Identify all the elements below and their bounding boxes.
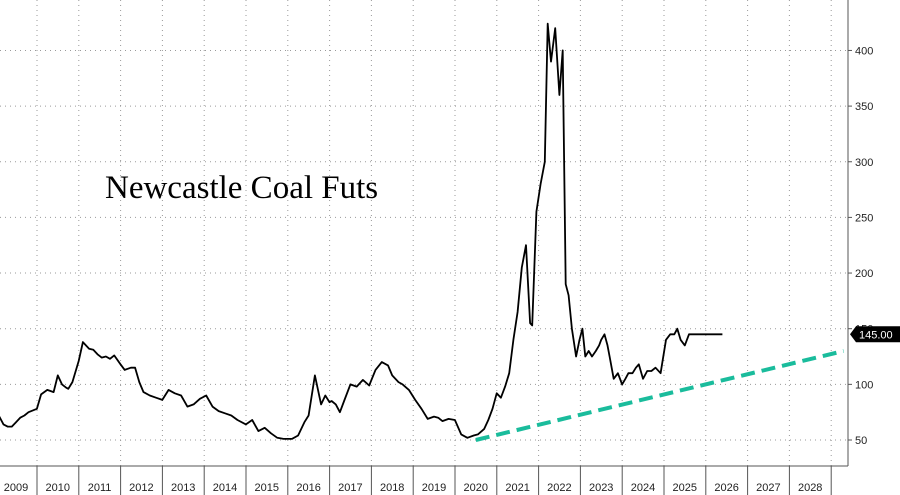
last-value-badge-shape	[850, 326, 900, 343]
x-tick-label: 2028	[798, 482, 822, 494]
x-tick-label: 2016	[296, 482, 320, 494]
x-tick-label: 2015	[255, 482, 279, 494]
gridlines	[0, 0, 848, 466]
x-tick-label: 2021	[505, 482, 529, 494]
chart-title: Newcastle Coal Futs	[105, 170, 378, 206]
x-tick-label: 2020	[464, 482, 488, 494]
x-tick-label: 2025	[673, 482, 697, 494]
y-tick-label: 350	[855, 101, 873, 113]
x-tick-label: 2018	[380, 482, 404, 494]
x-tick-label: 2010	[46, 482, 70, 494]
x-tick-label: 2014	[213, 482, 237, 494]
price-series-line	[0, 22, 723, 440]
y-tick-label: 100	[855, 379, 873, 391]
y-tick-label: 50	[855, 435, 867, 447]
x-tick-label: 2019	[422, 482, 446, 494]
x-tick-label: 2023	[589, 482, 613, 494]
x-tick-label: 2017	[338, 482, 362, 494]
y-tick-label: 400	[855, 45, 873, 57]
x-tick-label: 2026	[714, 482, 738, 494]
x-tick-label: 2012	[129, 482, 153, 494]
last-value-label: 145.00	[859, 329, 893, 341]
x-axis-ticks: 2009 2010 2011 2012 2013 2014 2015 2016 2017 2018…	[4, 466, 832, 495]
y-tick-label: 300	[855, 157, 873, 169]
x-tick-label: 2024	[631, 482, 655, 494]
series-layer	[0, 22, 845, 442]
x-tick-label: 2013	[171, 482, 195, 494]
trendline-series	[475, 349, 845, 442]
x-tick-label: 2009	[4, 482, 28, 494]
y-tick-label: 250	[855, 212, 873, 224]
y-tick-label: 200	[855, 268, 873, 280]
y-axis-ticks: 50100150200250300350400	[848, 45, 873, 447]
x-tick-label: 2011	[88, 482, 112, 494]
last-value-badge: 145.00	[850, 326, 900, 343]
x-tick-label: 2027	[756, 482, 780, 494]
x-tick-label: 2022	[547, 482, 571, 494]
